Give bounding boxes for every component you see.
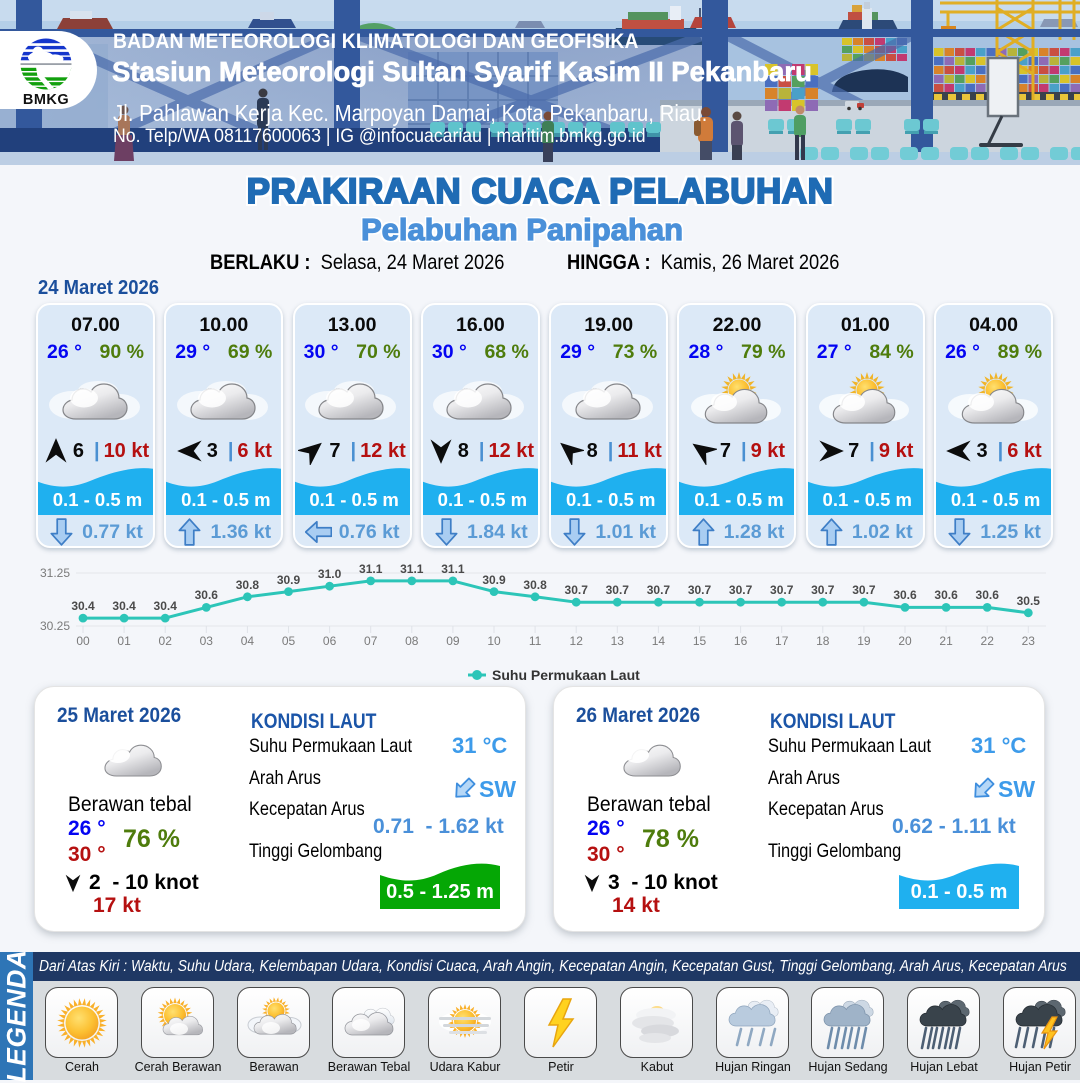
svg-text:22: 22 <box>981 634 995 648</box>
svg-text:20: 20 <box>898 634 912 648</box>
svg-text:30.7: 30.7 <box>852 583 876 597</box>
svg-text:30.6: 30.6 <box>195 588 219 602</box>
svg-text:11: 11 <box>529 634 542 648</box>
svg-text:30.7: 30.7 <box>565 583 589 597</box>
svg-text:04: 04 <box>241 634 255 648</box>
svg-text:30.5: 30.5 <box>1017 594 1041 608</box>
svg-text:30.7: 30.7 <box>688 583 712 597</box>
svg-text:31.1: 31.1 <box>441 562 465 576</box>
svg-text:10: 10 <box>487 634 501 648</box>
svg-text:14: 14 <box>652 634 666 648</box>
svg-text:30.4: 30.4 <box>154 599 178 613</box>
svg-text:23: 23 <box>1022 634 1036 648</box>
svg-text:30.7: 30.7 <box>647 583 671 597</box>
svg-text:30.9: 30.9 <box>482 573 506 587</box>
svg-text:12: 12 <box>570 634 584 648</box>
svg-text:16: 16 <box>734 634 748 648</box>
svg-text:30.6: 30.6 <box>976 588 1000 602</box>
svg-text:17: 17 <box>775 634 789 648</box>
svg-text:03: 03 <box>200 634 214 648</box>
svg-text:18: 18 <box>816 634 830 648</box>
svg-text:08: 08 <box>405 634 419 648</box>
svg-text:30.9: 30.9 <box>277 573 301 587</box>
svg-text:01: 01 <box>117 634 131 648</box>
svg-text:15: 15 <box>693 634 707 648</box>
svg-text:30.7: 30.7 <box>606 583 630 597</box>
svg-text:13: 13 <box>611 634 625 648</box>
svg-text:31.1: 31.1 <box>400 562 424 576</box>
svg-text:BMKG: BMKG <box>23 92 69 108</box>
svg-text:02: 02 <box>159 634 173 648</box>
svg-text:30.6: 30.6 <box>934 588 958 602</box>
svg-text:30.8: 30.8 <box>523 578 547 592</box>
svg-text:30.7: 30.7 <box>729 583 753 597</box>
svg-text:30.4: 30.4 <box>112 599 136 613</box>
svg-text:31.25: 31.25 <box>40 566 70 580</box>
svg-text:00: 00 <box>76 634 90 648</box>
svg-text:30.6: 30.6 <box>893 588 917 602</box>
svg-text:30.4: 30.4 <box>71 599 95 613</box>
svg-text:31.1: 31.1 <box>359 562 383 576</box>
svg-text:19: 19 <box>857 634 871 648</box>
svg-text:30.7: 30.7 <box>770 583 794 597</box>
svg-text:06: 06 <box>323 634 337 648</box>
svg-text:30.7: 30.7 <box>811 583 835 597</box>
svg-text:30.25: 30.25 <box>40 619 70 633</box>
svg-text:07: 07 <box>364 634 378 648</box>
svg-text:21: 21 <box>939 634 953 648</box>
svg-text:30.8: 30.8 <box>236 578 260 592</box>
svg-text:31.0: 31.0 <box>318 567 342 581</box>
svg-text:09: 09 <box>446 634 460 648</box>
svg-text:05: 05 <box>282 634 296 648</box>
svg-text:Suhu Permukaan Laut: Suhu Permukaan Laut <box>492 667 640 683</box>
